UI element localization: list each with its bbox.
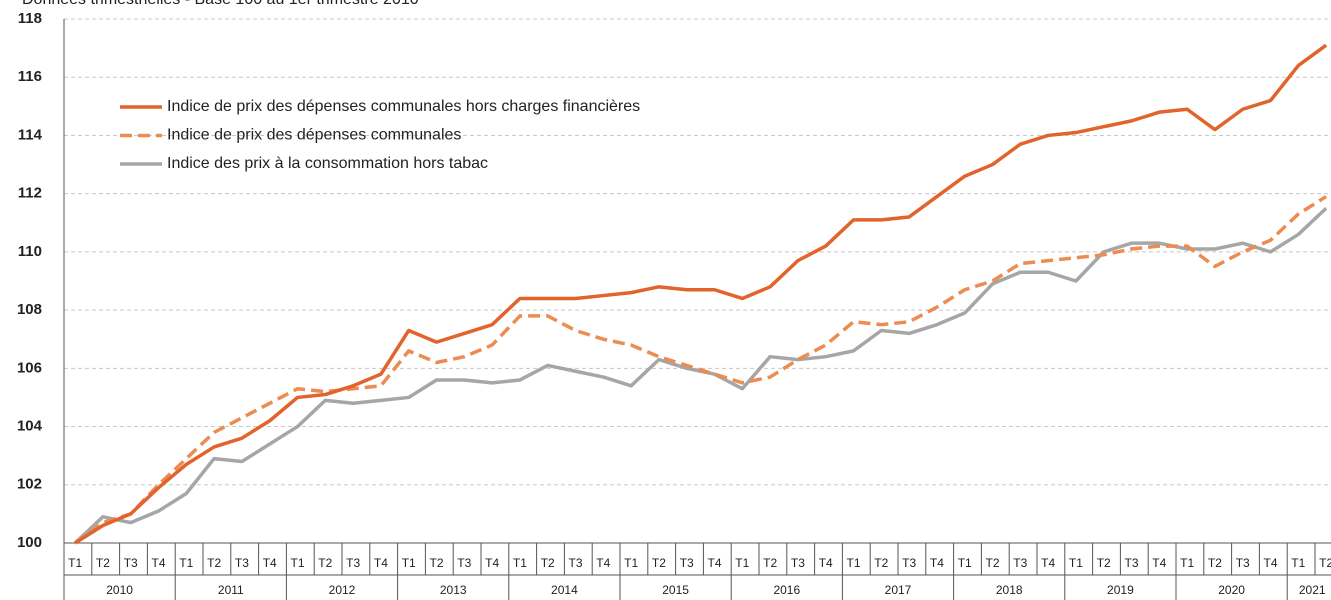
series-line [74, 195, 1328, 545]
x-tick-label: T4 [708, 556, 722, 570]
x-tick-label: T4 [1152, 556, 1166, 570]
x-tick-label: T2 [541, 556, 555, 570]
year-label: 2017 [885, 583, 912, 597]
year-label: 2018 [996, 583, 1023, 597]
x-tick-label: T4 [485, 556, 499, 570]
y-tick-label: 106 [17, 359, 42, 376]
y-tick-label: 114 [18, 126, 43, 143]
y-tick-label: 102 [17, 476, 42, 493]
x-tick-label: T2 [652, 556, 666, 570]
x-tick-label: T1 [735, 556, 749, 570]
x-tick-label: T3 [124, 556, 138, 570]
x-tick-label: T2 [430, 556, 444, 570]
series-line [74, 43, 1328, 545]
y-tick-label: 118 [18, 10, 42, 27]
x-tick-label: T1 [1291, 556, 1305, 570]
y-tick-label: 108 [17, 301, 42, 318]
x-tick-label: T1 [624, 556, 638, 570]
x-tick-label: T3 [457, 556, 471, 570]
x-tick-label: T3 [791, 556, 805, 570]
year-label: 2010 [106, 583, 133, 597]
year-label: 2013 [440, 583, 467, 597]
x-tick-label: T4 [374, 556, 388, 570]
year-label: 2020 [1218, 583, 1245, 597]
x-tick-label: T4 [263, 556, 277, 570]
x-tick-label: T2 [318, 556, 332, 570]
chart-subtitle: Données trimestrielles - Base 100 au 1er… [22, 0, 419, 8]
x-tick-label: T4 [930, 556, 944, 570]
x-tick-label: T2 [986, 556, 1000, 570]
year-label: 2014 [551, 583, 578, 597]
x-tick-label: T1 [847, 556, 861, 570]
x-tick-label: T3 [569, 556, 583, 570]
x-tick-label: T1 [513, 556, 527, 570]
x-tick-label: T4 [819, 556, 833, 570]
x-tick-label: T3 [1013, 556, 1027, 570]
x-tick-label: T3 [346, 556, 360, 570]
legend-label: Indice de prix des dépenses communales h… [167, 98, 640, 115]
series-line [73, 206, 1328, 545]
x-tick-label: T1 [402, 556, 416, 570]
legend-label: Indice des prix à la consommation hors t… [167, 155, 488, 172]
x-tick-label: T1 [179, 556, 193, 570]
x-tick-label: T1 [1069, 556, 1083, 570]
x-tick-label: T3 [680, 556, 694, 570]
year-label: 2011 [218, 583, 244, 597]
x-tick-label: T1 [291, 556, 305, 570]
y-tick-label: 116 [18, 68, 42, 85]
x-tick-label: T4 [1041, 556, 1055, 570]
y-tick-label: 100 [17, 534, 42, 551]
x-tick-label: T1 [1180, 556, 1194, 570]
y-tick-label: 104 [17, 418, 43, 435]
x-tick-label: T1 [68, 556, 82, 570]
x-tick-label: T2 [207, 556, 221, 570]
year-label: 2021 [1299, 583, 1326, 597]
x-tick-label: T4 [596, 556, 610, 570]
x-tick-label: T4 [152, 556, 166, 570]
x-tick-label: T3 [1125, 556, 1139, 570]
year-label: 2016 [773, 583, 800, 597]
x-tick-label: T2 [1208, 556, 1222, 570]
x-tick-label: T1 [958, 556, 972, 570]
year-label: 2019 [1107, 583, 1134, 597]
x-tick-label: T3 [902, 556, 916, 570]
y-tick-label: 110 [18, 243, 42, 260]
x-tick-label: T2 [763, 556, 777, 570]
legend-label: Indice de prix des dépenses communales [167, 127, 461, 144]
year-label: 2012 [329, 583, 356, 597]
x-tick-label: T2 [96, 556, 110, 570]
year-label: 2015 [662, 583, 689, 597]
x-tick-label: T4 [1264, 556, 1278, 570]
y-tick-label: 112 [18, 185, 42, 202]
x-tick-label: T3 [235, 556, 249, 570]
x-tick-label: T2 [874, 556, 888, 570]
x-tick-label: T2 [1097, 556, 1111, 570]
x-tick-label: T2 [1319, 556, 1331, 570]
x-tick-label: T3 [1236, 556, 1250, 570]
